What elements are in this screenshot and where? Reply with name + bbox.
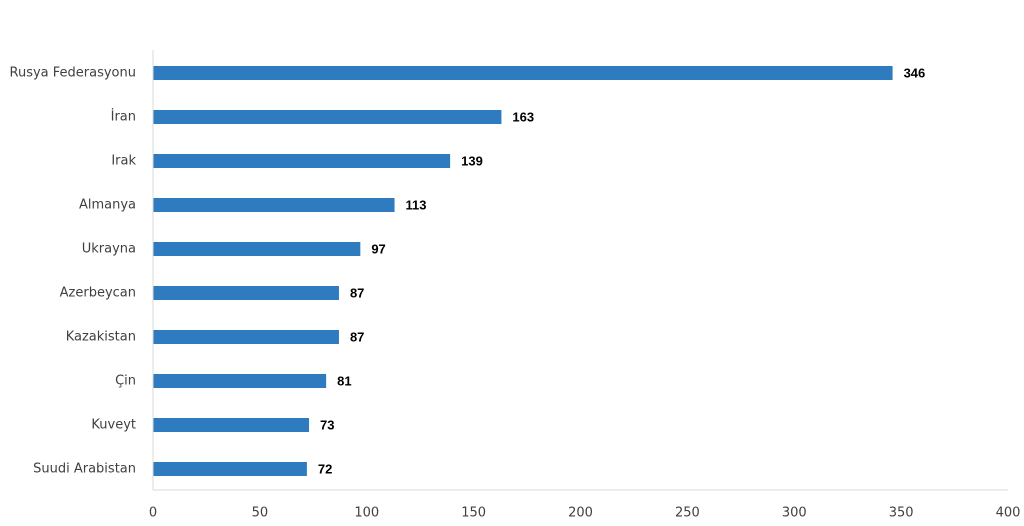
x-tick-label-150: 150 — [461, 506, 486, 521]
data-label-ukrayna: 97 — [371, 242, 385, 257]
data-label-iran: 163 — [512, 110, 534, 125]
data-label-kazakistan: 87 — [350, 330, 364, 345]
category-label-almanya: Almanya — [79, 198, 136, 213]
bar-azerbeycan — [153, 286, 339, 300]
x-tick-label-0: 0 — [149, 506, 157, 521]
bar-kazakistan — [153, 330, 339, 344]
category-label-cin: Çin — [115, 374, 136, 389]
category-label-kazakistan: Kazakistan — [66, 330, 136, 345]
bar-ukrayna — [153, 242, 361, 256]
bar-rusya-federasyonu — [153, 66, 893, 80]
data-labels: 346 163 139 113 97 87 87 81 73 72 — [318, 66, 925, 477]
category-label-iran: İran — [111, 109, 136, 125]
bar-almanya — [153, 198, 395, 212]
category-label-irak: Irak — [111, 154, 136, 169]
bar-cin — [153, 374, 327, 388]
data-label-kuveyt: 73 — [320, 418, 334, 433]
bar-irak — [153, 154, 451, 168]
bar-kuveyt — [153, 418, 310, 432]
x-tick-label-400: 400 — [996, 506, 1021, 521]
bar-suudi-arabistan — [153, 462, 307, 476]
data-label-azerbeycan: 87 — [350, 286, 364, 301]
data-label-almanya: 113 — [406, 198, 427, 213]
data-label-cin: 81 — [337, 374, 351, 389]
category-label-kuveyt: Kuveyt — [91, 418, 136, 433]
bars — [153, 66, 893, 476]
data-label-rusya-federasyonu: 346 — [904, 66, 926, 81]
x-tick-label-50: 50 — [252, 506, 269, 521]
x-tick-labels: 0 50 100 150 200 250 300 350 400 — [149, 506, 1021, 521]
data-label-suudi-arabistan: 72 — [318, 462, 332, 477]
category-label-rusya-federasyonu: Rusya Federasyonu — [10, 66, 136, 81]
category-labels: Rusya Federasyonu İran Irak Almanya Ukrayna A… — [10, 66, 137, 477]
category-label-ukrayna: Ukrayna — [82, 242, 136, 257]
x-tick-label-250: 250 — [675, 506, 700, 521]
category-label-suudi-arabistan: Suudi Arabistan — [33, 462, 136, 477]
data-label-irak: 139 — [461, 154, 483, 169]
x-tick-label-300: 300 — [782, 506, 807, 521]
bar-iran — [153, 110, 502, 124]
category-label-azerbeycan: Azerbeycan — [60, 286, 136, 301]
x-tick-label-100: 100 — [354, 506, 379, 521]
x-tick-label-200: 200 — [568, 506, 593, 521]
x-tick-label-350: 350 — [889, 506, 914, 521]
